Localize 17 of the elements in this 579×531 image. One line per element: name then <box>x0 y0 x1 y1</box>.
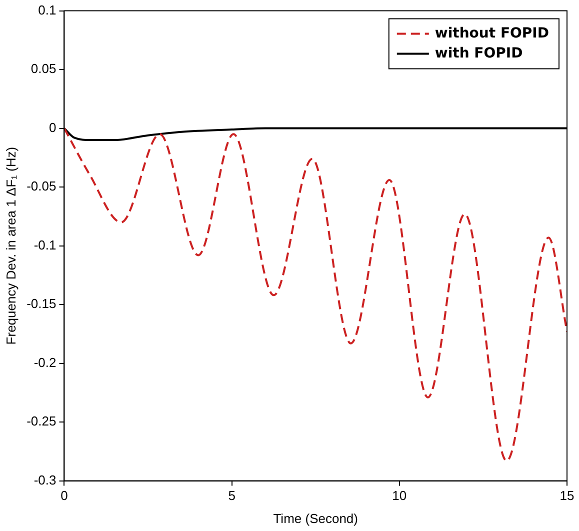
legend-label: with FOPID <box>434 45 523 62</box>
y-axis-title: Frequency Dev. in area 1 ΔF₁ (Hz) <box>3 146 18 345</box>
x-tick-label: 10 <box>392 488 407 504</box>
x-tick-label: 0 <box>60 488 68 504</box>
y-tick-label: -0.1 <box>34 237 56 252</box>
y-tick-label: 0.05 <box>30 61 56 76</box>
y-tick-label: -0.3 <box>34 472 56 488</box>
y-tick-label: -0.25 <box>26 414 56 429</box>
x-tick-label: 15 <box>560 488 574 504</box>
y-tick-label: -0.05 <box>26 178 56 194</box>
legend-label: without FOPID <box>434 25 550 42</box>
x-axis-title: Time (Second) <box>273 510 358 526</box>
y-tick-label: 0 <box>48 120 56 135</box>
y-tick-label: 0.1 <box>38 2 56 18</box>
y-tick-label: -0.2 <box>34 354 56 370</box>
y-tick-label: -0.15 <box>26 296 56 312</box>
x-tick-label: 5 <box>228 488 236 504</box>
